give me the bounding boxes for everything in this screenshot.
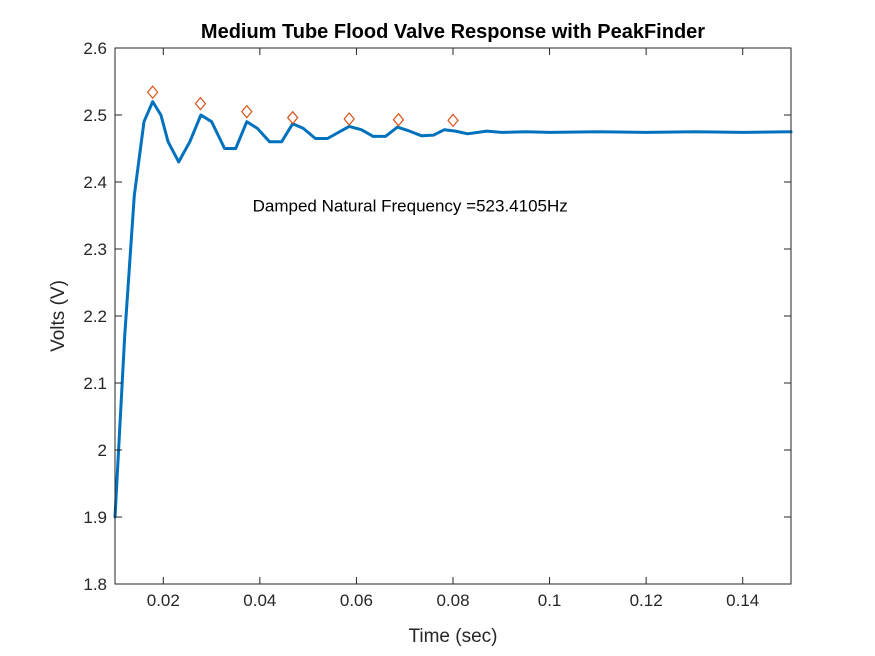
x-tick-label: 0.04: [243, 591, 276, 610]
x-axis-label: Time (sec): [408, 626, 497, 647]
x-tick-label: 0.08: [436, 591, 469, 610]
peak-marker: [241, 104, 253, 119]
peak-marker: [146, 85, 159, 100]
y-tick-label: 2.3: [83, 240, 107, 259]
x-tick-label: 0.1: [538, 591, 562, 610]
peak-marker: [286, 110, 299, 125]
x-tick-label: 0.14: [726, 591, 759, 610]
y-axis-label: Volts (V): [48, 280, 69, 352]
frequency-annotation: Damped Natural Frequency =523.4105Hz: [253, 197, 568, 216]
y-tick-label: 2.5: [83, 106, 107, 125]
x-tick-label: 0.02: [147, 591, 180, 610]
chart-title: Medium Tube Flood Valve Response with Pe…: [201, 21, 705, 43]
tick-layer: 0.02 0.04 0.06 0.08 0.1 0.12 0.14 1.8 1.9 2 2.1 2.2…: [83, 39, 791, 610]
peak-marker: [194, 96, 207, 111]
y-tick-label: 2.1: [83, 374, 107, 393]
y-tick-label: 2.4: [83, 173, 107, 192]
peak-marker: [343, 112, 355, 126]
peak-marker-layer: [146, 85, 459, 128]
peak-marker: [447, 113, 459, 128]
x-tick-label: 0.12: [630, 591, 663, 610]
plot-background: [115, 48, 791, 584]
series-layer: [113, 100, 793, 519]
y-tick-label: 1.9: [83, 508, 107, 527]
y-tick-label: 2.6: [83, 39, 107, 58]
peak-marker: [392, 112, 405, 127]
y-tick-label: 1.8: [83, 575, 107, 594]
y-tick-label: 2: [98, 441, 107, 460]
response-series-line: [113, 100, 793, 519]
y-tick-label: 2.2: [83, 307, 107, 326]
x-tick-label: 0.06: [340, 591, 373, 610]
